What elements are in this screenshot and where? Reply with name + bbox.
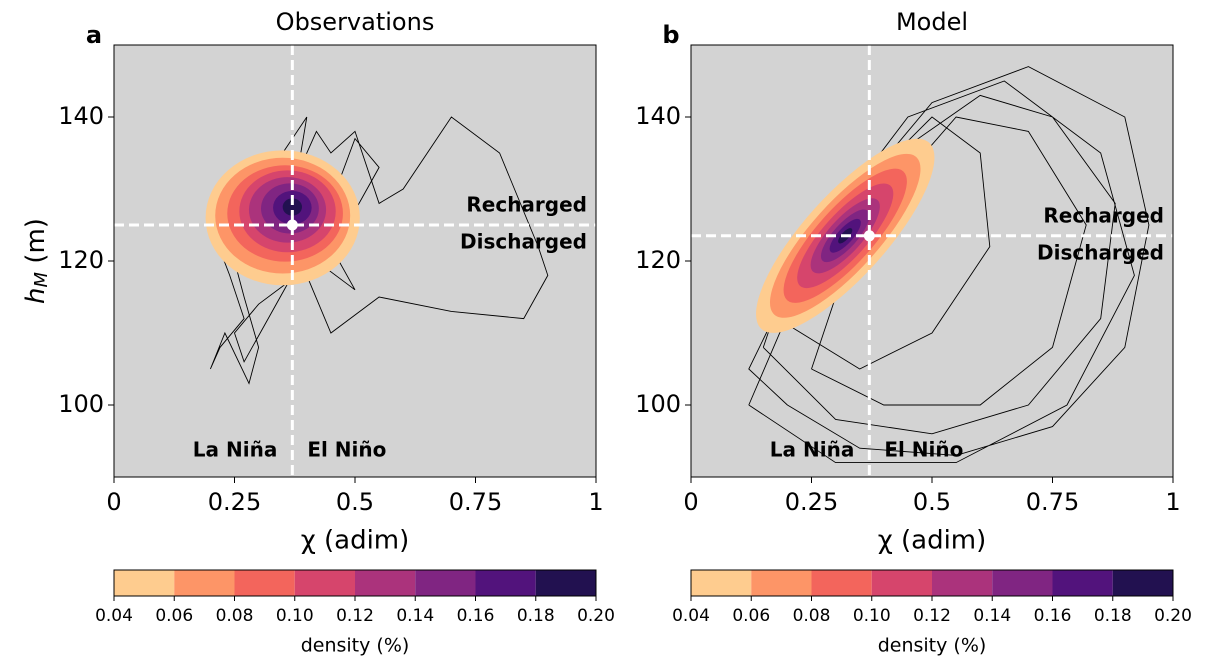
annotation: La Niña (193, 438, 278, 462)
y-axis-label-part: M (31, 271, 52, 287)
colorbar-tick-label: 0.14 (396, 606, 434, 626)
colorbar-segment (1052, 570, 1113, 596)
panel: Model b Recharged Discharged La Niña El Niño 0… (635, 8, 1192, 657)
colorbar-segment (294, 570, 355, 596)
y-tick-label: 120 (58, 246, 104, 274)
x-tick-label: 1 (588, 488, 603, 516)
colorbar-segment (871, 570, 932, 596)
annotation: La Niña (770, 438, 855, 462)
colorbar-tick-label: 0.04 (95, 606, 133, 626)
annotation: Recharged (466, 193, 587, 217)
colorbar-tick-label: 0.16 (457, 606, 495, 626)
center-point (863, 230, 875, 242)
colorbar-segment (355, 570, 416, 596)
panel: Observations a Recharged Discharged La Niña E… (21, 8, 615, 657)
center-point (286, 219, 298, 231)
y-axis-label-part: (m) (21, 218, 51, 272)
colorbar-label: density (%) (878, 635, 987, 657)
x-tick-label: 0 (106, 488, 121, 516)
plot-area (691, 45, 1173, 477)
colorbar-tick-label: 0.16 (1034, 606, 1072, 626)
colorbar-segment (475, 570, 536, 596)
chart-title: Model (896, 8, 968, 36)
y-axis-label: hM (m) (21, 218, 53, 304)
colorbar-segment (691, 570, 752, 596)
panel-label: b (662, 21, 679, 49)
colorbar-tick-label: 0.14 (973, 606, 1011, 626)
colorbar-segment (811, 570, 872, 596)
colorbar-tick-label: 0.08 (216, 606, 254, 626)
colorbar-tick-label: 0.06 (155, 606, 193, 626)
colorbar-segment (114, 570, 175, 596)
y-axis-label-part: h (21, 287, 51, 303)
colorbar-tick-label: 0.20 (577, 606, 615, 626)
x-tick-label: 1 (1165, 488, 1180, 516)
colorbar-segment (992, 570, 1053, 596)
colorbar-tick-label: 0.12 (336, 606, 374, 626)
colorbar-tick-label: 0.12 (913, 606, 951, 626)
y-tick-label: 100 (635, 390, 681, 418)
colorbar-label: density (%) (301, 635, 410, 657)
colorbar-tick-label: 0.08 (793, 606, 831, 626)
colorbar-segment (234, 570, 295, 596)
y-tick-label: 100 (58, 390, 104, 418)
colorbar-segment (932, 570, 993, 596)
plot-background (114, 45, 596, 477)
colorbar-segment (415, 570, 476, 596)
colorbar-segment (174, 570, 235, 596)
trajectory (748, 66, 1150, 464)
plot-area (114, 45, 596, 477)
colorbar-tick-label: 0.06 (732, 606, 770, 626)
density-contour (282, 198, 302, 216)
colorbar-segment (751, 570, 812, 596)
y-tick-label: 140 (58, 102, 104, 130)
panel-label: a (86, 21, 102, 49)
y-tick-label: 140 (635, 102, 681, 130)
annotation: Recharged (1043, 203, 1164, 227)
annotation: Discharged (460, 230, 587, 254)
x-tick-label: 0.75 (1026, 488, 1079, 516)
x-tick-label: 0.5 (336, 488, 374, 516)
annotation: El Niño (307, 438, 386, 462)
x-tick-label: 0.25 (785, 488, 838, 516)
x-axis-label: χ (adim) (301, 526, 410, 556)
colorbar-tick-label: 0.18 (517, 606, 555, 626)
chart-title: Observations (276, 8, 435, 36)
colorbar-tick-label: 0.18 (1094, 606, 1132, 626)
colorbar-segment (535, 570, 596, 596)
x-tick-label: 0.25 (208, 488, 261, 516)
colorbar-segment (1112, 570, 1173, 596)
annotation: El Niño (884, 438, 963, 462)
x-tick-label: 0.75 (449, 488, 502, 516)
x-tick-label: 0.5 (913, 488, 951, 516)
x-tick-label: 0 (683, 488, 698, 516)
x-axis-label: χ (adim) (878, 526, 987, 556)
colorbar-tick-label: 0.10 (276, 606, 314, 626)
colorbar-tick-label: 0.10 (853, 606, 891, 626)
y-tick-label: 120 (635, 246, 681, 274)
annotation: Discharged (1037, 240, 1164, 264)
colorbar-tick-label: 0.04 (672, 606, 710, 626)
colorbar-tick-label: 0.20 (1154, 606, 1192, 626)
